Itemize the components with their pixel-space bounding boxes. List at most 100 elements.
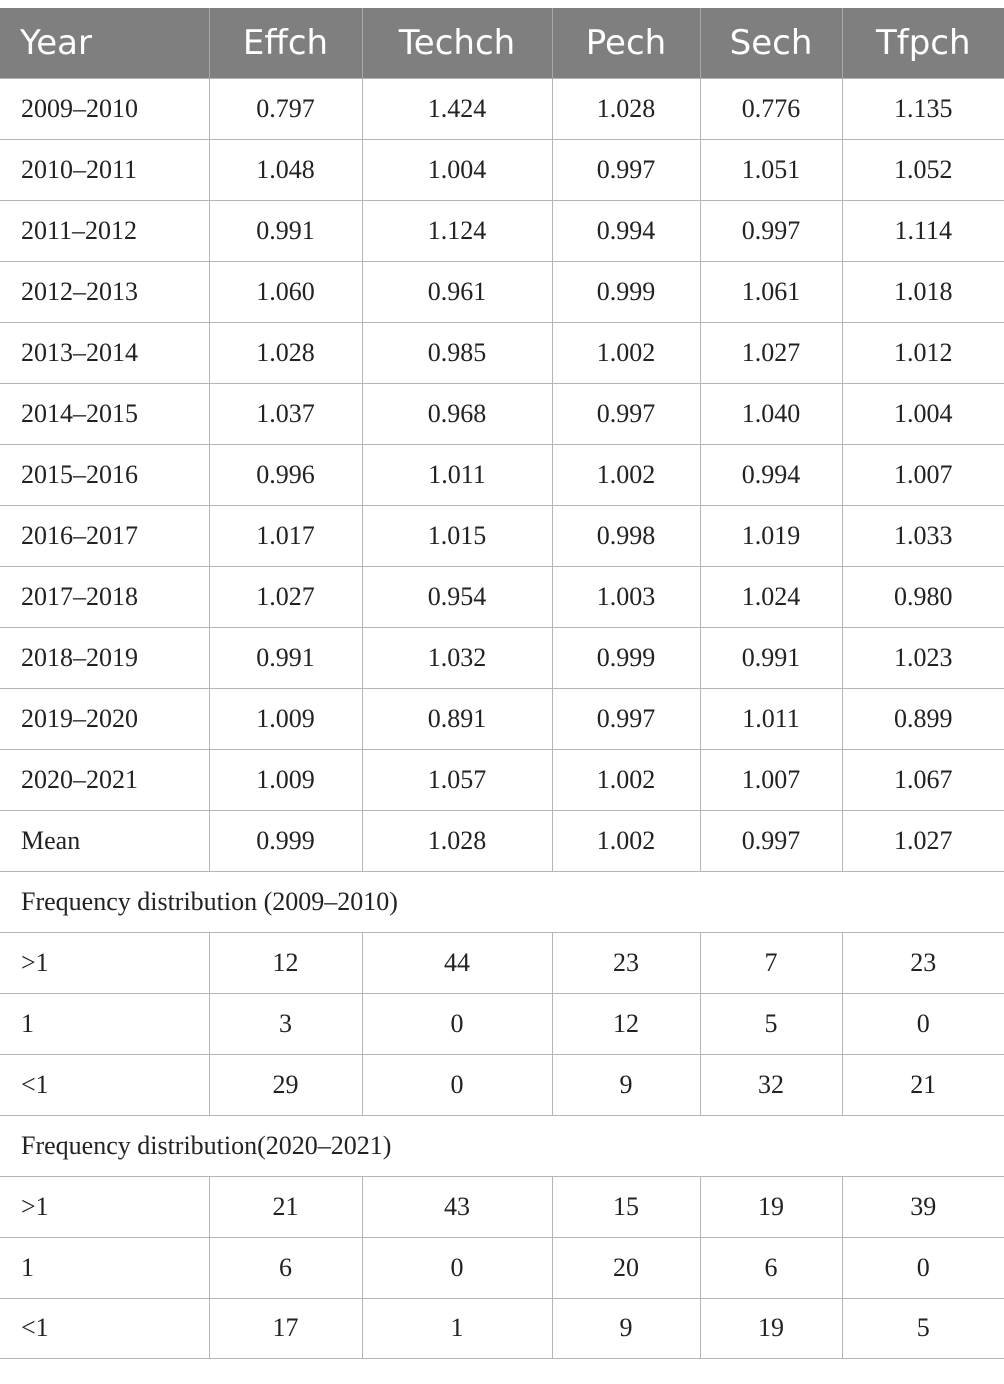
table-cell: 1.114 bbox=[841, 199, 1004, 262]
row-label: 2010–2011 bbox=[0, 138, 210, 201]
header-tfpch: Tfpch bbox=[842, 8, 1004, 78]
table-cell: 1.028 bbox=[551, 77, 701, 140]
table-cell: 1.061 bbox=[699, 260, 843, 323]
row-label: 2016–2017 bbox=[0, 504, 210, 567]
table-cell: 0.994 bbox=[699, 443, 843, 506]
table-cell: 1.027 bbox=[699, 321, 843, 384]
table-cell: 12 bbox=[551, 992, 701, 1055]
row-label: 2017–2018 bbox=[0, 565, 210, 628]
table-cell: 0.991 bbox=[699, 626, 843, 689]
table-cell: 19 bbox=[699, 1297, 843, 1359]
table-cell: 0.997 bbox=[699, 809, 843, 872]
table-cell: 15 bbox=[551, 1175, 701, 1238]
table-cell: 0.998 bbox=[551, 504, 701, 567]
table-cell: 0 bbox=[361, 992, 553, 1055]
table-cell: 0.991 bbox=[208, 199, 363, 262]
table-cell: 0.994 bbox=[551, 199, 701, 262]
row-label: 2018–2019 bbox=[0, 626, 210, 689]
table-cell: 0.797 bbox=[208, 77, 363, 140]
table-cell: 32 bbox=[699, 1053, 843, 1116]
table-cell: 23 bbox=[841, 931, 1004, 994]
table-cell: 1.003 bbox=[551, 565, 701, 628]
row-label: 2015–2016 bbox=[0, 443, 210, 506]
table-cell: 1.057 bbox=[361, 748, 553, 811]
table-cell: 1.007 bbox=[841, 443, 1004, 506]
table-cell: 23 bbox=[551, 931, 701, 994]
table-cell: 1.060 bbox=[208, 260, 363, 323]
table-cell: 0 bbox=[361, 1053, 553, 1116]
frequency-row: >1 21 43 15 19 39 bbox=[0, 1175, 1004, 1238]
table-cell: 1.124 bbox=[361, 199, 553, 262]
row-label: 2014–2015 bbox=[0, 382, 210, 445]
table-cell: 1 bbox=[361, 1297, 553, 1359]
table-row: 2011–2012 0.991 1.124 0.994 0.997 1.114 bbox=[0, 199, 1004, 262]
table-cell: 0.954 bbox=[361, 565, 553, 628]
table-cell: 1.002 bbox=[551, 443, 701, 506]
table-cell: 1.002 bbox=[551, 321, 701, 384]
table-cell: 1.033 bbox=[841, 504, 1004, 567]
frequency-row: <1 17 1 9 19 5 bbox=[0, 1297, 1004, 1359]
table-cell: 1.052 bbox=[841, 138, 1004, 201]
table-cell: 1.004 bbox=[841, 382, 1004, 445]
table-row: 2014–2015 1.037 0.968 0.997 1.040 1.004 bbox=[0, 382, 1004, 445]
table-cell: 20 bbox=[551, 1236, 701, 1299]
table-cell: 0 bbox=[361, 1236, 553, 1299]
row-label: 2011–2012 bbox=[0, 199, 210, 262]
table-cell: 17 bbox=[208, 1297, 363, 1359]
row-label: 2012–2013 bbox=[0, 260, 210, 323]
table-cell: 1.011 bbox=[361, 443, 553, 506]
table-cell: 1.027 bbox=[841, 809, 1004, 872]
table-cell: 1.040 bbox=[699, 382, 843, 445]
table-cell: 1.007 bbox=[699, 748, 843, 811]
row-label: 2009–2010 bbox=[0, 77, 210, 140]
section-title: Frequency distribution(2020–2021) bbox=[0, 1114, 1004, 1177]
table-cell: 39 bbox=[841, 1175, 1004, 1238]
row-label: 2013–2014 bbox=[0, 321, 210, 384]
table-row: 2013–2014 1.028 0.985 1.002 1.027 1.012 bbox=[0, 321, 1004, 384]
table-row: 2010–2011 1.048 1.004 0.997 1.051 1.052 bbox=[0, 138, 1004, 201]
row-label: >1 bbox=[0, 931, 210, 994]
header-sech: Sech bbox=[700, 8, 843, 78]
table-row: 2016–2017 1.017 1.015 0.998 1.019 1.033 bbox=[0, 504, 1004, 567]
table-cell: 0.999 bbox=[208, 809, 363, 872]
header-row: Year Effch Techch Pech Sech Tfpch bbox=[0, 8, 1004, 78]
table-cell: 0.961 bbox=[361, 260, 553, 323]
table-cell: 1.048 bbox=[208, 138, 363, 201]
table-cell: 0.985 bbox=[361, 321, 553, 384]
row-label: 1 bbox=[0, 992, 210, 1055]
table-cell: 0.997 bbox=[551, 687, 701, 750]
frequency-row: 1 3 0 12 5 0 bbox=[0, 992, 1004, 1055]
section-row: Frequency distribution (2009–2010) bbox=[0, 870, 1004, 933]
table-cell: 6 bbox=[208, 1236, 363, 1299]
table-cell: 1.018 bbox=[841, 260, 1004, 323]
table-cell: 21 bbox=[841, 1053, 1004, 1116]
table-cell: 43 bbox=[361, 1175, 553, 1238]
table-cell: 1.135 bbox=[841, 77, 1004, 140]
table-cell: 0 bbox=[841, 1236, 1004, 1299]
row-label: Mean bbox=[0, 809, 210, 872]
table-cell: 0.899 bbox=[841, 687, 1004, 750]
table-cell: 1.424 bbox=[361, 77, 553, 140]
table-cell: 9 bbox=[551, 1053, 701, 1116]
table-row: 2019–2020 1.009 0.891 0.997 1.011 0.899 bbox=[0, 687, 1004, 750]
row-label: 1 bbox=[0, 1236, 210, 1299]
frequency-row: <1 29 0 9 32 21 bbox=[0, 1053, 1004, 1116]
table-cell: 0.991 bbox=[208, 626, 363, 689]
table-cell: 0.891 bbox=[361, 687, 553, 750]
frequency-row: 1 6 0 20 6 0 bbox=[0, 1236, 1004, 1299]
row-label: >1 bbox=[0, 1175, 210, 1238]
table-cell: 1.023 bbox=[841, 626, 1004, 689]
table-cell: 1.067 bbox=[841, 748, 1004, 811]
table-cell: 3 bbox=[208, 992, 363, 1055]
table-header: Year Effch Techch Pech Sech Tfpch bbox=[0, 8, 1004, 78]
table-cell: 0.997 bbox=[551, 382, 701, 445]
table-row: Mean 0.999 1.028 1.002 0.997 1.027 bbox=[0, 809, 1004, 872]
table-row: 2017–2018 1.027 0.954 1.003 1.024 0.980 bbox=[0, 565, 1004, 628]
table-cell: 9 bbox=[551, 1297, 701, 1359]
header-pech: Pech bbox=[552, 8, 701, 78]
header-year: Year bbox=[0, 8, 210, 78]
table-cell: 5 bbox=[699, 992, 843, 1055]
table-cell: 6 bbox=[699, 1236, 843, 1299]
row-label: 2019–2020 bbox=[0, 687, 210, 750]
table-cell: 0 bbox=[841, 992, 1004, 1055]
